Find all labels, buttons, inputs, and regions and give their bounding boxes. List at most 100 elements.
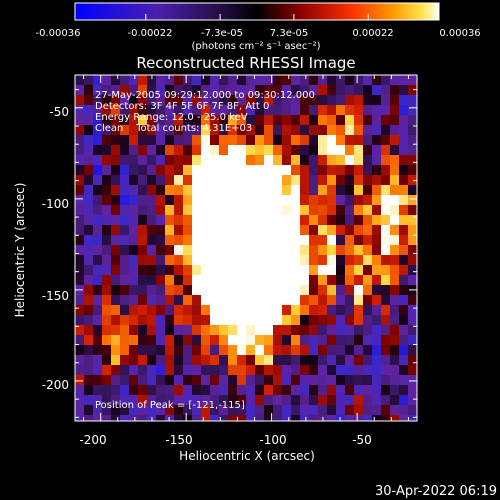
heatmap-cell xyxy=(318,235,328,246)
heatmap-cell xyxy=(219,375,229,386)
heatmap-cell xyxy=(408,215,417,226)
heatmap-cell xyxy=(327,75,337,86)
heatmap-cell xyxy=(336,85,346,96)
heatmap-cell xyxy=(345,75,355,86)
heatmap-cell xyxy=(219,275,229,286)
heatmap-cell xyxy=(93,275,103,286)
heatmap-cell xyxy=(345,205,355,216)
heatmap-cell xyxy=(381,315,391,326)
heatmap-cell xyxy=(336,405,346,416)
heatmap-cell xyxy=(390,165,400,176)
heatmap-cell xyxy=(255,225,265,236)
heatmap-cell xyxy=(84,415,94,421)
heatmap-cell xyxy=(156,125,166,136)
heatmap-cell xyxy=(255,395,265,406)
heatmap-cell xyxy=(363,255,373,266)
heatmap-cell xyxy=(246,195,256,206)
heatmap-cell xyxy=(237,195,247,206)
heatmap-cell xyxy=(219,245,229,256)
heatmap-cell xyxy=(408,295,417,306)
heatmap-cell xyxy=(372,305,382,316)
heatmap-cell xyxy=(273,275,283,286)
heatmap-cell xyxy=(75,315,85,326)
heatmap-cell xyxy=(102,115,112,126)
heatmap-cell xyxy=(309,325,319,336)
heatmap-cell xyxy=(138,385,148,396)
heatmap-cell xyxy=(147,105,157,116)
heatmap-cell xyxy=(174,365,184,376)
heatmap-cell xyxy=(363,335,373,346)
heatmap-cell xyxy=(219,85,229,96)
heatmap-cell xyxy=(381,255,391,266)
heatmap-cell xyxy=(165,165,175,176)
heatmap-cell xyxy=(255,375,265,386)
heatmap-cell xyxy=(111,355,121,366)
heatmap-cell xyxy=(129,175,139,186)
heatmap-cell xyxy=(129,275,139,286)
heatmap-cell xyxy=(291,405,301,416)
heatmap-cell xyxy=(93,125,103,136)
heatmap-cell xyxy=(156,295,166,306)
heatmap-cell xyxy=(345,115,355,126)
heatmap-cell xyxy=(363,375,373,386)
heatmap-cell xyxy=(309,225,319,236)
heatmap-cell xyxy=(192,325,202,336)
heatmap-cell xyxy=(156,225,166,236)
heatmap-cell xyxy=(93,255,103,266)
heatmap-cell xyxy=(147,305,157,316)
heatmap-cell xyxy=(273,375,283,386)
heatmap-cell xyxy=(237,285,247,296)
heatmap-cell xyxy=(147,235,157,246)
heatmap-cell xyxy=(228,405,238,416)
heatmap-cell xyxy=(138,255,148,266)
heatmap-cell xyxy=(102,175,112,186)
heatmap-cell xyxy=(291,365,301,376)
heatmap-cell xyxy=(372,405,382,416)
heatmap-cell xyxy=(354,105,364,116)
heatmap-cell xyxy=(129,345,139,356)
heatmap-cell xyxy=(363,115,373,126)
heatmap-cell xyxy=(408,325,417,336)
heatmap-cell xyxy=(183,365,193,376)
heatmap-cell xyxy=(327,285,337,296)
heatmap-cell xyxy=(192,75,202,86)
heatmap-cell xyxy=(111,265,121,276)
heatmap-cell xyxy=(354,155,364,166)
heatmap-cell xyxy=(201,75,211,86)
heatmap-cell xyxy=(84,375,94,386)
heatmap-cell xyxy=(246,95,256,106)
heatmap-cell xyxy=(282,95,292,106)
heatmap-cell xyxy=(264,245,274,256)
heatmap-cell xyxy=(255,155,265,166)
heatmap-cell xyxy=(390,135,400,146)
heatmap-cell xyxy=(111,165,121,176)
heatmap-cell xyxy=(174,255,184,266)
x-tick-label-0: -200 xyxy=(79,433,106,447)
heatmap-cell xyxy=(102,275,112,286)
heatmap-cell xyxy=(300,305,310,316)
heatmap-cell xyxy=(336,95,346,106)
heatmap-cell xyxy=(318,215,328,226)
heatmap-cell xyxy=(408,225,417,236)
annotation-detectors: Detectors: 3F 4F 5F 6F 7F 8F, Att 0 xyxy=(95,101,269,112)
heatmap-cell xyxy=(345,305,355,316)
heatmap-cell xyxy=(282,245,292,256)
heatmap-cell xyxy=(165,315,175,326)
heatmap-cell xyxy=(246,115,256,126)
heatmap-cell xyxy=(165,395,175,406)
heatmap-cell xyxy=(192,285,202,296)
heatmap-cell xyxy=(255,185,265,196)
heatmap-cell xyxy=(318,95,328,106)
heatmap-cell xyxy=(138,275,148,286)
heatmap-cell xyxy=(246,355,256,366)
heatmap-cell xyxy=(192,185,202,196)
heatmap-cell xyxy=(327,205,337,216)
heatmap-cell xyxy=(192,275,202,286)
heatmap-cell xyxy=(201,95,211,106)
heatmap-cell xyxy=(354,175,364,186)
heatmap-cell xyxy=(210,325,220,336)
heatmap-cell xyxy=(93,365,103,376)
heatmap-cell xyxy=(372,355,382,366)
heatmap-cell xyxy=(201,175,211,186)
heatmap-cell xyxy=(237,175,247,186)
